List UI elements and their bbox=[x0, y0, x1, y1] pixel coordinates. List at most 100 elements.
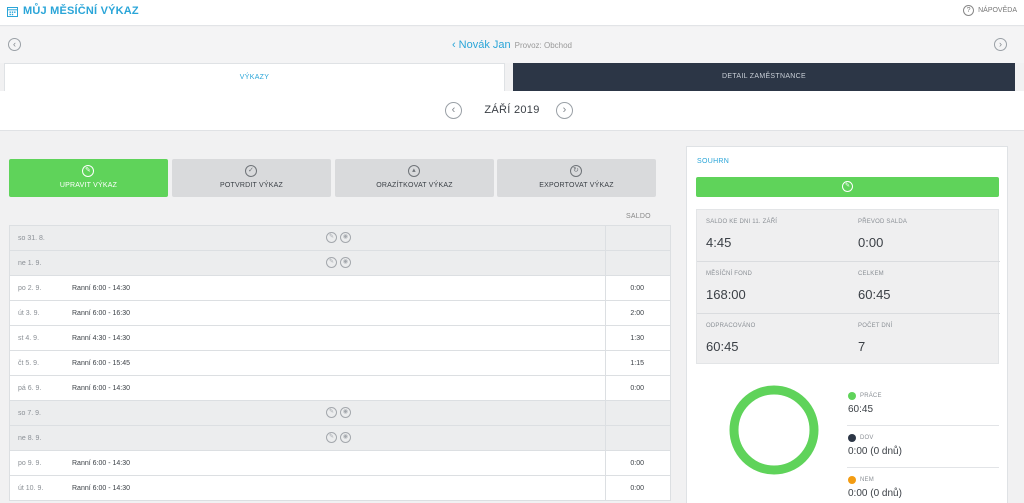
column-divider bbox=[605, 401, 606, 425]
stats-divider bbox=[697, 261, 1000, 262]
stat-celkem-value: 60:45 bbox=[858, 287, 891, 302]
previous-month-button[interactable]: ‹ bbox=[445, 102, 462, 119]
row-day: so 7. 9. bbox=[18, 410, 41, 417]
pencil-icon[interactable]: ✎ bbox=[326, 407, 337, 418]
legend-dot-prace bbox=[848, 392, 856, 400]
table-row[interactable]: ne 1. 9. ✎ ◉ bbox=[9, 251, 671, 276]
top-bar: MŮJ MĚSÍČNÍ VÝKAZ ? NÁPOVĚDA bbox=[0, 0, 1024, 26]
work-donut-chart bbox=[729, 385, 819, 475]
confirm-report-button[interactable]: ✓ POTVRDIT VÝKAZ bbox=[172, 159, 331, 197]
stat-fond-label: MĚSÍČNÍ FOND bbox=[706, 271, 753, 277]
stamp-report-label: ORAZÍTKOVAT VÝKAZ bbox=[376, 182, 453, 189]
row-saldo: 0:00 bbox=[630, 285, 644, 292]
legend-dov: DOV 0:00 (0 dnů) bbox=[847, 430, 999, 468]
tab-vykazy[interactable]: VÝKAZY bbox=[4, 63, 505, 91]
month-label: ZÁŘÍ 2019 bbox=[484, 104, 540, 116]
legend-prace-value: 60:45 bbox=[848, 404, 874, 415]
stat-saldo-label: SALDO KE DNI 11. ZÁŘÍ bbox=[706, 219, 778, 225]
employee-nav: ‹ ‹ Novák Jan Provoz: Obchod › bbox=[0, 27, 1024, 63]
table-row[interactable]: st 4. 9. Ranní 4:30 - 14:30 1:30 bbox=[9, 326, 671, 351]
next-employee-button[interactable]: › bbox=[994, 38, 1007, 51]
summary-panel: SOUHRN ✎ SALDO KE DNI 11. ZÁŘÍ 4:45 PŘEV… bbox=[686, 146, 1008, 503]
table-row[interactable]: pá 6. 9. Ranní 6:00 - 14:30 0:00 bbox=[9, 376, 671, 401]
row-saldo: 0:00 bbox=[630, 485, 644, 492]
pencil-icon[interactable]: ✎ bbox=[326, 232, 337, 243]
next-month-button[interactable]: › bbox=[556, 102, 573, 119]
table-row[interactable]: út 10. 9. Ranní 6:00 - 14:30 0:00 bbox=[9, 476, 671, 501]
export-report-label: EXPORTOVAT VÝKAZ bbox=[539, 182, 614, 189]
legend-nem: NEM 0:00 (0 dnů) bbox=[847, 472, 999, 503]
export-report-button[interactable]: ↻ EXPORTOVAT VÝKAZ bbox=[497, 159, 656, 197]
row-saldo: 1:30 bbox=[630, 335, 644, 342]
column-divider bbox=[605, 351, 606, 375]
pencil-icon[interactable]: ✎ bbox=[326, 432, 337, 443]
approve-icon: ✓ bbox=[245, 165, 257, 177]
stat-celkem: CELKEM 60:45 bbox=[849, 262, 999, 313]
export-icon: ↻ bbox=[570, 165, 582, 177]
row-day: ne 1. 9. bbox=[18, 260, 42, 267]
table-row[interactable]: po 2. 9. Ranní 6:00 - 14:30 0:00 bbox=[9, 276, 671, 301]
row-actions: ✎ ◉ bbox=[326, 257, 351, 268]
column-divider bbox=[605, 226, 606, 250]
table-row[interactable]: út 3. 9. Ranní 6:00 - 16:30 2:00 bbox=[9, 301, 671, 326]
confirm-report-label: POTVRDIT VÝKAZ bbox=[220, 182, 283, 189]
row-shift: Ranní 4:30 - 14:30 bbox=[72, 335, 130, 342]
column-divider bbox=[605, 276, 606, 300]
legend-dov-value: 0:00 (0 dnů) bbox=[848, 446, 902, 457]
row-actions: ✎ ◉ bbox=[326, 232, 351, 243]
summary-edit-button[interactable]: ✎ bbox=[696, 177, 999, 197]
stat-fond-value: 168:00 bbox=[706, 287, 746, 302]
table-row[interactable]: ne 8. 9. ✎ ◉ bbox=[9, 426, 671, 451]
row-saldo: 0:00 bbox=[630, 385, 644, 392]
stat-prevod-value: 0:00 bbox=[858, 235, 884, 250]
eye-icon[interactable]: ◉ bbox=[340, 432, 351, 443]
row-saldo: 2:00 bbox=[630, 310, 644, 317]
eye-icon[interactable]: ◉ bbox=[340, 407, 351, 418]
column-divider bbox=[605, 426, 606, 450]
app-title: MŮJ MĚSÍČNÍ VÝKAZ bbox=[7, 5, 139, 17]
stat-pocet-dni: POČET DNÍ 7 bbox=[849, 314, 999, 365]
row-saldo: 0:00 bbox=[630, 460, 644, 467]
previous-employee-button[interactable]: ‹ bbox=[8, 38, 21, 51]
table-row[interactable]: so 31. 8. ✎ ◉ bbox=[9, 226, 671, 251]
eye-icon[interactable]: ◉ bbox=[340, 257, 351, 268]
stamp-icon: ▴ bbox=[408, 165, 420, 177]
column-divider bbox=[605, 251, 606, 275]
question-icon: ? bbox=[963, 5, 975, 16]
row-day: st 4. 9. bbox=[18, 335, 40, 342]
row-day: po 9. 9. bbox=[18, 460, 42, 467]
stat-prevod-label: PŘEVOD SALDA bbox=[858, 219, 908, 225]
row-day: pá 6. 9. bbox=[18, 385, 42, 392]
stat-celkem-label: CELKEM bbox=[858, 271, 884, 277]
row-day: út 3. 9. bbox=[18, 310, 40, 317]
edit-report-label: UPRAVIT VÝKAZ bbox=[59, 182, 118, 189]
donut-ring bbox=[729, 385, 819, 475]
row-day: út 10. 9. bbox=[18, 485, 44, 492]
row-day: čt 5. 9. bbox=[18, 360, 40, 367]
stamp-report-button[interactable]: ▴ ORAZÍTKOVAT VÝKAZ bbox=[335, 159, 494, 197]
help-label: NÁPOVĚDA bbox=[978, 7, 1017, 14]
tab-detail-zamestnance[interactable]: DETAIL ZAMĚSTNANCE bbox=[513, 63, 1015, 91]
legend-nem-value: 0:00 (0 dnů) bbox=[848, 488, 902, 499]
row-day: so 31. 8. bbox=[18, 235, 45, 242]
legend-nem-label: NEM bbox=[860, 477, 874, 483]
employee-header: ‹ Novák Jan Provoz: Obchod bbox=[0, 39, 1024, 51]
employee-name[interactable]: Novák Jan bbox=[458, 39, 511, 51]
edit-report-button[interactable]: ✎ UPRAVIT VÝKAZ bbox=[9, 159, 168, 197]
chevron-left-icon[interactable]: ‹ bbox=[451, 39, 456, 51]
employee-provoz: Provoz: Obchod bbox=[514, 41, 573, 50]
table-row[interactable]: čt 5. 9. Ranní 6:00 - 15:45 1:15 bbox=[9, 351, 671, 376]
table-row[interactable]: so 7. 9. ✎ ◉ bbox=[9, 401, 671, 426]
stat-saldo-value: 4:45 bbox=[706, 235, 732, 250]
month-navigator: ‹ ZÁŘÍ 2019 › bbox=[0, 91, 1024, 131]
pencil-icon[interactable]: ✎ bbox=[326, 257, 337, 268]
summary-title: SOUHRN bbox=[697, 158, 730, 165]
stat-odpracovano-label: ODPRACOVÁNO bbox=[706, 323, 756, 329]
calendar-icon bbox=[7, 6, 18, 17]
eye-icon[interactable]: ◉ bbox=[340, 232, 351, 243]
table-row[interactable]: po 9. 9. Ranní 6:00 - 14:30 0:00 bbox=[9, 451, 671, 476]
help-link[interactable]: ? NÁPOVĚDA bbox=[963, 5, 1017, 16]
stat-mesicni-fond: MĚSÍČNÍ FOND 168:00 bbox=[697, 262, 847, 313]
saldo-column-header: SALDO bbox=[626, 213, 651, 220]
column-divider bbox=[605, 451, 606, 475]
